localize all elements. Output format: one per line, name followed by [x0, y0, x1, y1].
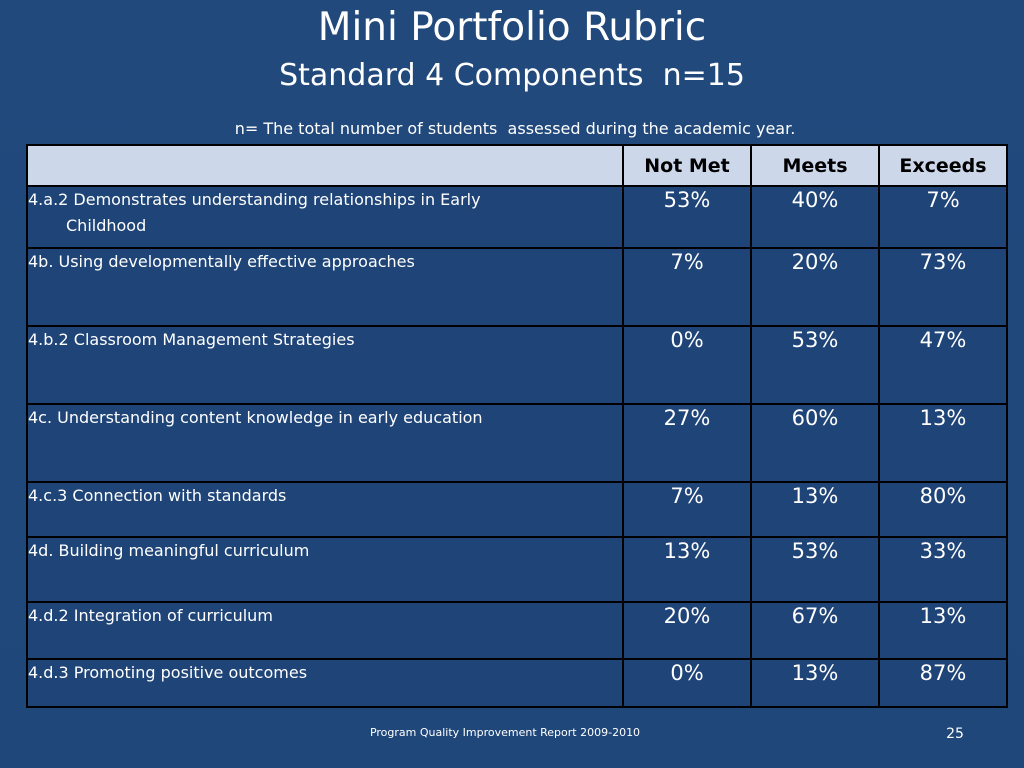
row-label: 4.a.2 Demonstrates understanding relatio…	[26, 185, 624, 249]
not-met-value: 20%	[622, 601, 752, 660]
table-header-row: Not Met Meets Exceeds	[26, 144, 1008, 187]
table-row: 4d. Building meaningful curriculum 13% 5…	[26, 536, 1008, 603]
exceeds-value: 13%	[878, 601, 1008, 660]
not-met-value: 7%	[622, 481, 752, 538]
not-met-value: 0%	[622, 658, 752, 708]
exceeds-value: 33%	[878, 536, 1008, 603]
meets-value: 60%	[750, 403, 880, 483]
header-exceeds: Exceeds	[878, 144, 1008, 187]
rubric-table: Not Met Meets Exceeds 4.a.2 Demonstrates…	[26, 144, 1008, 708]
exceeds-value: 80%	[878, 481, 1008, 538]
footer-text: Program Quality Improvement Report 2009-…	[369, 726, 641, 739]
not-met-value: 13%	[622, 536, 752, 603]
meets-value: 53%	[750, 536, 880, 603]
row-label-continuation: Childhood	[66, 216, 147, 235]
meets-value: 20%	[750, 247, 880, 327]
table-row: 4.a.2 Demonstrates understanding relatio…	[26, 185, 1008, 249]
header-meets: Meets	[750, 144, 880, 187]
slide-subtitle: Standard 4 Components n=15	[279, 58, 745, 93]
row-label: 4.b.2 Classroom Management Strategies	[26, 325, 624, 405]
sample-size-note: n= The total number of students assessed…	[234, 119, 796, 138]
exceeds-value: 13%	[878, 403, 1008, 483]
header-blank-cell	[26, 144, 624, 187]
page-number: 25	[946, 726, 964, 742]
meets-value: 13%	[750, 481, 880, 538]
row-label: 4.d.2 Integration of curriculum	[26, 601, 624, 660]
row-label: 4b. Using developmentally effective appr…	[26, 247, 624, 327]
table-row: 4.d.2 Integration of curriculum 20% 67% …	[26, 601, 1008, 660]
table-row: 4.c.3 Connection with standards 7% 13% 8…	[26, 481, 1008, 538]
meets-value: 53%	[750, 325, 880, 405]
table-row: 4b. Using developmentally effective appr…	[26, 247, 1008, 327]
meets-value: 67%	[750, 601, 880, 660]
table-row: 4c. Understanding content knowledge in e…	[26, 403, 1008, 483]
row-label: 4.c.3 Connection with standards	[26, 481, 624, 538]
table-row: 4.d.3 Promoting positive outcomes 0% 13%…	[26, 658, 1008, 708]
exceeds-value: 87%	[878, 658, 1008, 708]
exceeds-value: 73%	[878, 247, 1008, 327]
meets-value: 40%	[750, 185, 880, 249]
row-label: 4c. Understanding content knowledge in e…	[26, 403, 624, 483]
not-met-value: 27%	[622, 403, 752, 483]
meets-value: 13%	[750, 658, 880, 708]
not-met-value: 0%	[622, 325, 752, 405]
table-row: 4.b.2 Classroom Management Strategies 0%…	[26, 325, 1008, 405]
row-label-line: 4.a.2 Demonstrates understanding relatio…	[28, 190, 481, 209]
row-label: 4.d.3 Promoting positive outcomes	[26, 658, 624, 708]
slide-title: Mini Portfolio Rubric	[317, 5, 707, 50]
row-label: 4d. Building meaningful curriculum	[26, 536, 624, 603]
header-not-met: Not Met	[622, 144, 752, 187]
exceeds-value: 7%	[878, 185, 1008, 249]
exceeds-value: 47%	[878, 325, 1008, 405]
not-met-value: 7%	[622, 247, 752, 327]
not-met-value: 53%	[622, 185, 752, 249]
